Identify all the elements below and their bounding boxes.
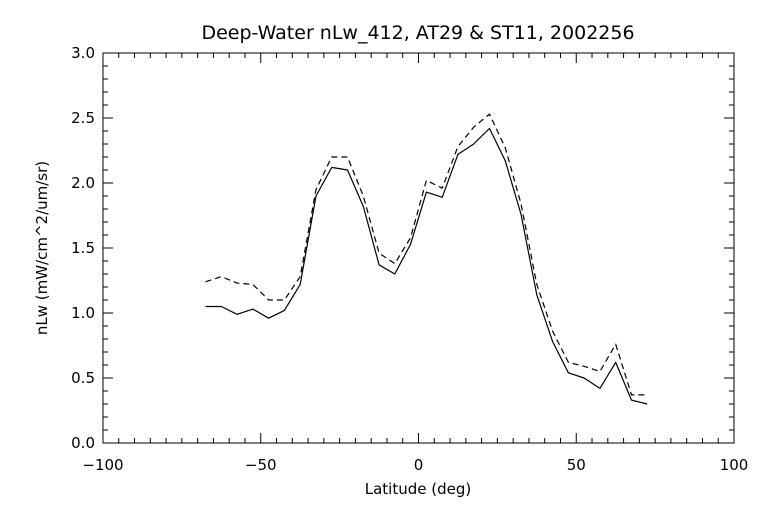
y-tick-label: 2.0 (71, 174, 95, 192)
ticks (102, 52, 735, 444)
x-tick-label: 0 (414, 456, 424, 474)
x-tick-label: 100 (720, 456, 749, 474)
y-tick-labels: 0.0 0.5 1.0 1.5 2.0 2.5 3.0 (71, 44, 95, 452)
y-tick-label: 0.5 (71, 369, 95, 387)
y-tick-label: 0.0 (71, 434, 95, 452)
plot-frame (102, 52, 735, 444)
y-tick-label: 2.5 (71, 109, 95, 127)
series (205, 113, 648, 405)
series-line-2 (205, 113, 648, 396)
x-axis-label: Latitude (deg) (365, 480, 471, 498)
y-tick-label: 1.5 (71, 239, 95, 257)
x-tick-label: 50 (567, 456, 586, 474)
x-tick-label: −50 (245, 456, 277, 474)
x-tick-labels: −100 −50 0 50 100 (82, 456, 748, 474)
chart-title: Deep-Water nLw_412, AT29 & ST11, 2002256 (201, 22, 634, 44)
y-tick-label: 1.0 (71, 304, 95, 322)
series-line-1 (205, 127, 648, 405)
x-tick-label: −100 (82, 456, 123, 474)
y-axis-label: nLw (mW/cm^2/um/sr) (33, 161, 51, 335)
y-tick-label: 3.0 (71, 44, 95, 62)
